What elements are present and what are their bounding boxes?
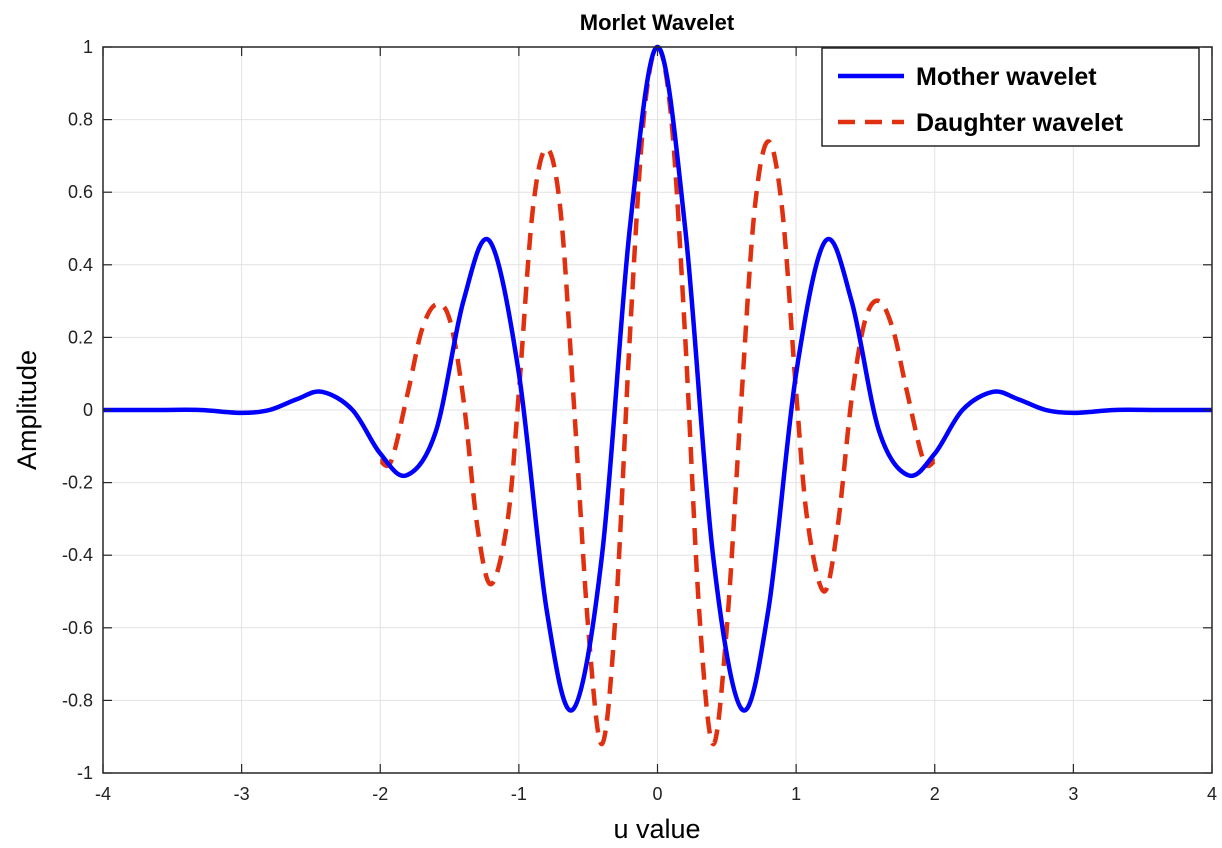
y-tick-label: 0.4 [68, 255, 93, 275]
y-axis-label: Amplitude [12, 350, 42, 470]
x-tick-label: -4 [95, 784, 111, 804]
x-tick-label: 1 [791, 784, 801, 804]
ticks: -4 -3 -2 -1 0 1 2 3 4 -1 -0.8 -0.6 -0.4 -0.2 0 0.2 0.4 0.… [62, 37, 1217, 804]
legend-label-mother: Mother wavelet [916, 63, 1097, 91]
x-axis-label: u value [613, 814, 700, 844]
x-tick-label: 3 [1068, 784, 1078, 804]
x-tick-label: 4 [1207, 784, 1217, 804]
y-tick-label: -0.6 [62, 618, 93, 638]
y-tick-label: 0.6 [68, 182, 93, 202]
y-tick-label: 1 [83, 37, 93, 57]
legend: Mother wavelet Daughter wavelet [821, 47, 1200, 147]
x-tick-label: -1 [511, 784, 527, 804]
y-tick-label: -0.8 [62, 690, 93, 710]
y-tick-label: -0.2 [62, 473, 93, 493]
x-tick-label: -3 [234, 784, 250, 804]
x-tick-label: -2 [372, 784, 388, 804]
legend-label-daughter: Daughter wavelet [916, 109, 1124, 137]
y-tick-label: 0.2 [68, 327, 93, 347]
y-tick-label: 0.8 [68, 110, 93, 130]
x-tick-label: 2 [930, 784, 940, 804]
grid [102, 46, 1213, 774]
y-tick-label: 0 [83, 400, 93, 420]
y-tick-label: -1 [77, 763, 93, 783]
chart-title: Morlet Wavelet [580, 10, 735, 35]
y-tick-label: -0.4 [62, 545, 93, 565]
legend-box [821, 47, 1200, 147]
x-tick-label: 0 [652, 784, 662, 804]
